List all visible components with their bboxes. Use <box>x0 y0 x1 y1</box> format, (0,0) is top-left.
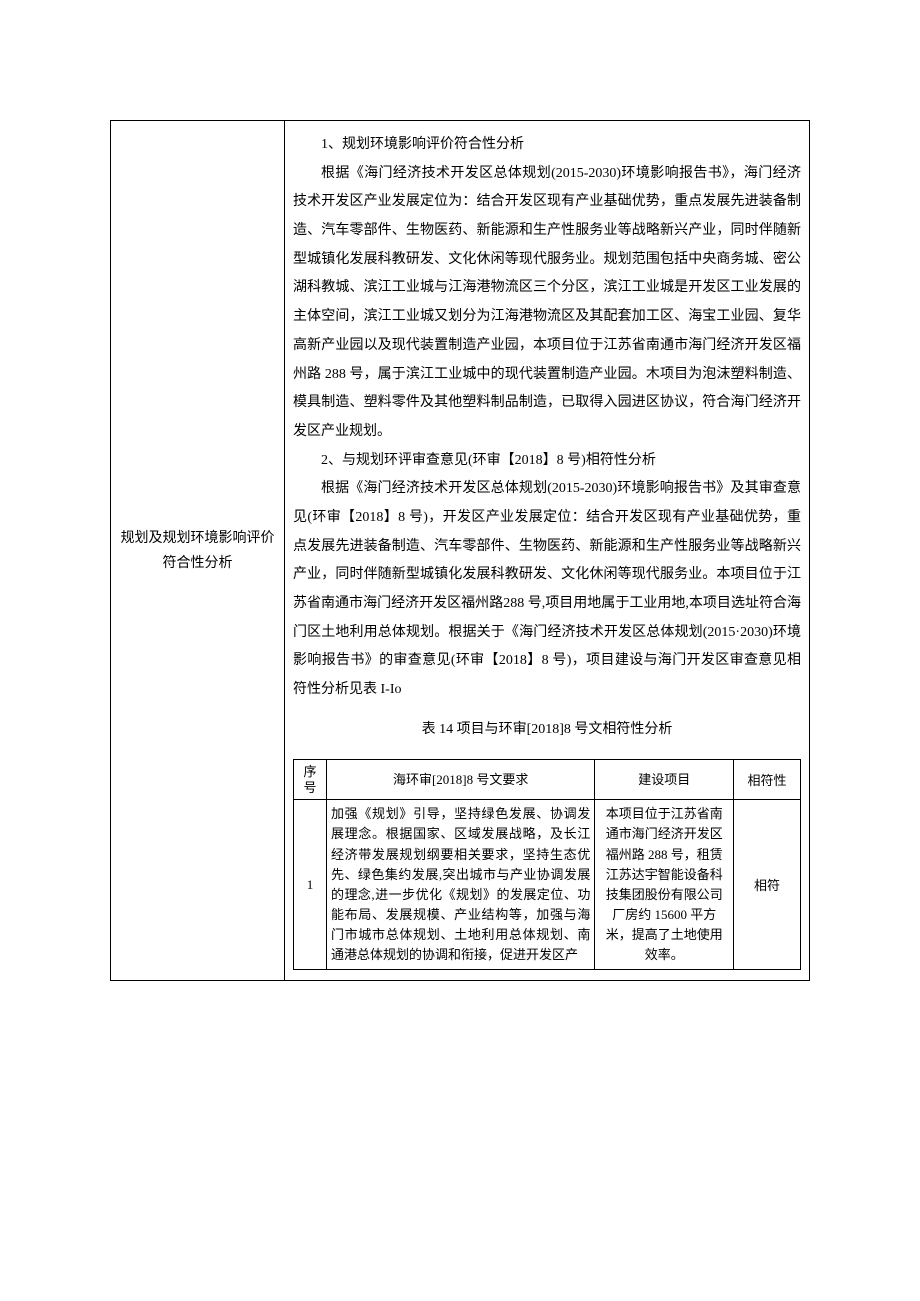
table-row: 规划及规划环境影响评价 符合性分析 1、规划环境影响评价符合性分析 根据《海门经… <box>111 121 810 981</box>
cell-seq: 1 <box>294 800 327 970</box>
col-header-seq: 序号 <box>294 760 327 800</box>
outer-table: 规划及规划环境影响评价 符合性分析 1、规划环境影响评价符合性分析 根据《海门经… <box>110 120 810 981</box>
inner-table: 序号 海环审[2018]8 号文要求 建设项目 相符性 1 加强《规划》引导，坚… <box>293 759 801 970</box>
content-cell: 1、规划环境影响评价符合性分析 根据《海门经济技术开发区总体规划(2015-20… <box>285 121 810 981</box>
row-header-line2: 符合性分析 <box>163 556 233 571</box>
cell-proj: 本项目位于江苏省南通市海门经济开发区福州路 288 号，租赁江苏达宇智能设备科技… <box>595 800 734 970</box>
body-paragraph: 根据《海门经济技术开发区总体规划(2015-2030)环境影响报告书》及其审查意… <box>293 475 801 705</box>
body-heading-2: 2、与规划环评审查意见(环审【2018】8 号)相符性分析 <box>293 447 801 476</box>
body-heading-1: 1、规划环境影响评价符合性分析 <box>293 131 801 160</box>
col-header-proj: 建设项目 <box>595 760 734 800</box>
cell-req: 加强《规划》引导，坚持绿色发展、协调发展理念。根据国家、区域发展战略，及长江经济… <box>326 800 594 970</box>
inner-table-header-row: 序号 海环审[2018]8 号文要求 建设项目 相符性 <box>294 760 801 800</box>
col-header-match: 相符性 <box>734 760 801 800</box>
row-header-cell: 规划及规划环境影响评价 符合性分析 <box>111 121 285 981</box>
row-header-line1: 规划及规划环境影响评价 <box>121 531 275 546</box>
col-header-req: 海环审[2018]8 号文要求 <box>326 760 594 800</box>
inner-table-caption: 表 14 项目与环审[2018]8 号文相符性分析 <box>293 719 801 741</box>
inner-table-row: 1 加强《规划》引导，坚持绿色发展、协调发展理念。根据国家、区域发展战略，及长江… <box>294 800 801 970</box>
body-paragraph: 根据《海门经济技术开发区总体规划(2015-2030)环境影响报告书》，海门经济… <box>293 160 801 447</box>
cell-match: 相符 <box>734 800 801 970</box>
page: 规划及规划环境影响评价 符合性分析 1、规划环境影响评价符合性分析 根据《海门经… <box>0 0 920 1061</box>
